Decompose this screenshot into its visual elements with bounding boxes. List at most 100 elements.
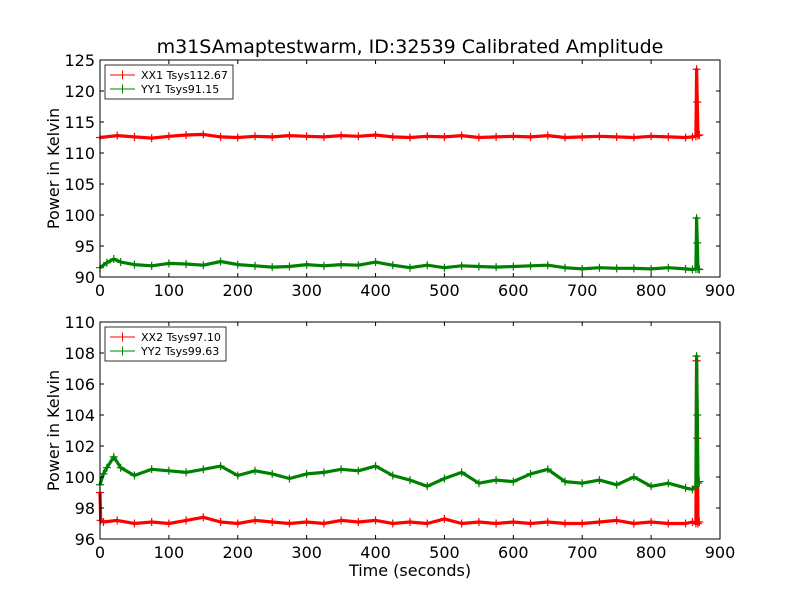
data-point bbox=[612, 516, 621, 525]
legend-entry-xx1: XX1 Tsys112.67 bbox=[110, 69, 228, 82]
legend-bottom: XX2 Tsys97.10 YY2 Tsys99.63 bbox=[104, 326, 227, 362]
y-tick-label: 106 bbox=[64, 375, 95, 394]
data-point bbox=[268, 132, 277, 141]
y-ticks-bottom: 96 98 100 102 104 106 108 110 bbox=[64, 313, 720, 549]
data-point bbox=[147, 261, 156, 270]
data-point bbox=[182, 468, 191, 477]
y-tick-label: 90 bbox=[75, 268, 95, 287]
data-point bbox=[388, 471, 397, 480]
legend-label-yy1: YY1 Tsys91.15 bbox=[140, 83, 219, 96]
data-point bbox=[688, 132, 697, 141]
data-point bbox=[216, 257, 225, 266]
data-point bbox=[406, 263, 414, 272]
legend-box-top bbox=[104, 64, 234, 100]
data-point bbox=[543, 261, 552, 270]
data-point bbox=[302, 469, 311, 478]
x-tick-label: 800 bbox=[636, 543, 667, 562]
data-point bbox=[164, 259, 173, 268]
data-point bbox=[182, 131, 191, 140]
data-point bbox=[319, 519, 328, 528]
data-point bbox=[440, 474, 449, 483]
data-point bbox=[681, 264, 690, 273]
x-tick-label: 0 bbox=[95, 543, 105, 562]
data-point bbox=[182, 259, 191, 268]
data-point bbox=[457, 261, 466, 270]
data-point bbox=[147, 134, 156, 143]
data-point bbox=[147, 465, 156, 474]
legend-label-xx2: XX2 Tsys97.10 bbox=[141, 331, 221, 344]
series-markers-xx2 bbox=[96, 356, 704, 528]
series-markers-yy2 bbox=[96, 352, 704, 494]
data-point bbox=[578, 519, 587, 528]
data-point bbox=[492, 519, 501, 528]
data-point bbox=[474, 133, 483, 142]
data-point bbox=[688, 517, 697, 526]
y-tick-label: 120 bbox=[64, 82, 95, 101]
x-tick-label: 700 bbox=[567, 281, 598, 300]
data-point bbox=[233, 519, 242, 528]
data-point bbox=[268, 517, 277, 526]
x-tick-label: 700 bbox=[567, 543, 598, 562]
data-point bbox=[492, 263, 501, 272]
x-tick-label: 400 bbox=[360, 281, 391, 300]
x-tick-label: 100 bbox=[154, 543, 185, 562]
data-point bbox=[681, 133, 690, 142]
data-point bbox=[251, 466, 259, 475]
data-point bbox=[99, 517, 108, 526]
data-point bbox=[319, 132, 328, 141]
x-ticks-top: 0 100 200 300 400 500 600 700 800 900 bbox=[95, 60, 735, 300]
data-point bbox=[629, 473, 638, 481]
data-point bbox=[561, 263, 569, 272]
data-point bbox=[216, 132, 225, 141]
data-point bbox=[423, 482, 432, 491]
data-point bbox=[693, 131, 702, 140]
data-point bbox=[561, 477, 569, 486]
x-tick-label: 200 bbox=[223, 543, 254, 562]
data-point bbox=[629, 264, 638, 273]
data-point bbox=[337, 260, 346, 269]
data-point bbox=[595, 132, 604, 141]
data-point bbox=[251, 516, 259, 525]
y-tick-label: 110 bbox=[64, 313, 95, 332]
data-point bbox=[440, 514, 449, 523]
data-point bbox=[612, 132, 621, 141]
data-point bbox=[116, 463, 125, 472]
data-point bbox=[561, 519, 569, 528]
data-point bbox=[695, 131, 704, 140]
y-ticks-top: 90 95 100 105 110 115 120 125 bbox=[64, 51, 720, 287]
data-point bbox=[492, 476, 501, 485]
legend-marker-xx1 bbox=[118, 70, 127, 80]
data-point bbox=[612, 480, 621, 489]
data-point bbox=[199, 513, 208, 522]
legend-box-bottom bbox=[104, 326, 227, 362]
data-point bbox=[371, 462, 380, 471]
x-tick-label: 300 bbox=[291, 281, 322, 300]
data-point bbox=[113, 516, 122, 525]
y-tick-label: 115 bbox=[64, 113, 95, 132]
data-point bbox=[561, 133, 569, 142]
data-point bbox=[693, 411, 702, 419]
data-point bbox=[423, 132, 432, 141]
data-point bbox=[406, 133, 414, 142]
data-point bbox=[164, 519, 173, 528]
x-tick-label: 100 bbox=[154, 281, 185, 300]
data-point bbox=[543, 131, 552, 140]
data-point bbox=[688, 265, 697, 274]
x-tick-label: 500 bbox=[429, 543, 460, 562]
data-point bbox=[406, 517, 414, 526]
y-tick-label: 125 bbox=[64, 51, 95, 70]
y-tick-label: 102 bbox=[64, 437, 95, 456]
data-point bbox=[337, 465, 346, 474]
data-point bbox=[285, 262, 294, 271]
data-point bbox=[109, 255, 118, 264]
data-point bbox=[251, 261, 259, 270]
legend-marker-yy2 bbox=[118, 346, 127, 356]
data-point bbox=[354, 466, 363, 475]
y-tick-label: 104 bbox=[64, 406, 95, 425]
data-point bbox=[681, 519, 690, 528]
data-point bbox=[406, 476, 414, 485]
data-point bbox=[543, 517, 552, 526]
data-point bbox=[319, 261, 328, 270]
data-point bbox=[268, 469, 277, 478]
data-point bbox=[302, 260, 311, 269]
